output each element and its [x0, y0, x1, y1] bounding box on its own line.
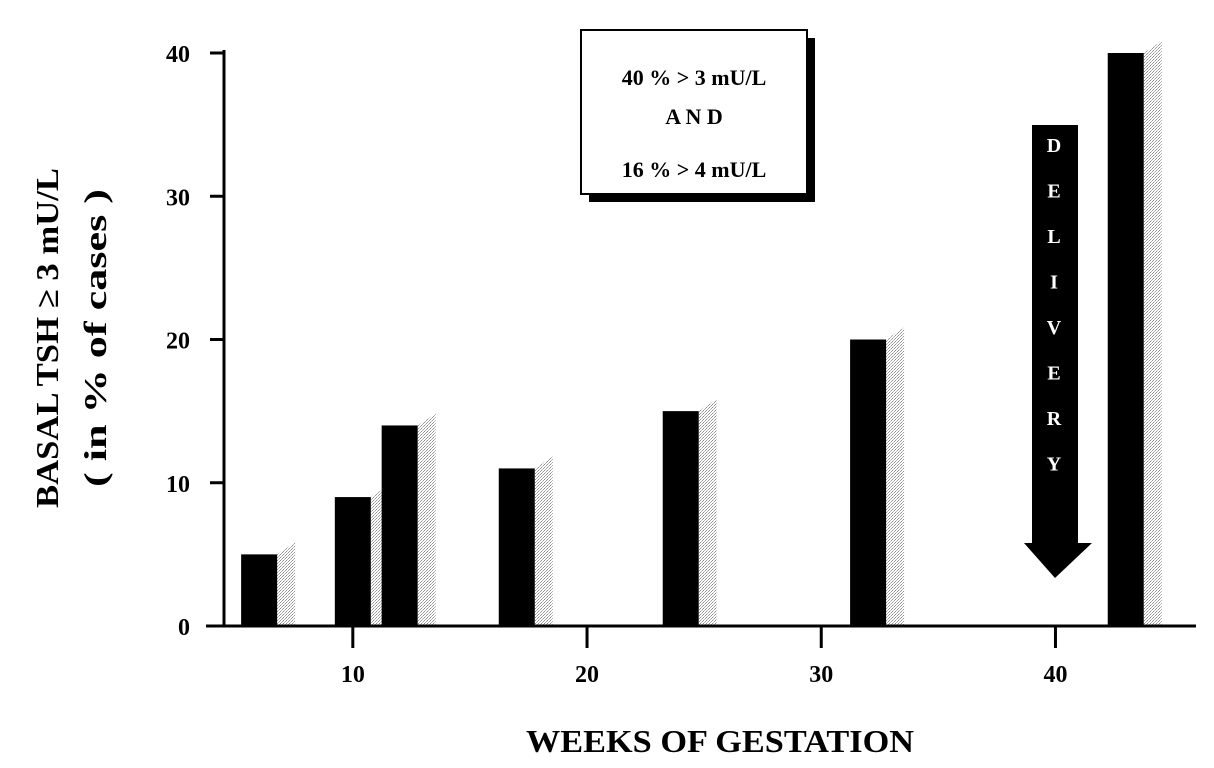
bar — [334, 497, 371, 626]
bar-group — [498, 456, 553, 626]
arrow-letter: V — [1047, 317, 1062, 339]
bar-shadow — [1143, 41, 1162, 626]
arrow-letter: E — [1047, 363, 1060, 385]
arrow-letter: I — [1050, 272, 1058, 294]
y-axis-title-line2: ( in % of cases ) — [77, 189, 113, 487]
bar — [381, 425, 418, 626]
annotation-line-1: 40 % > 3 mU/L — [622, 65, 767, 90]
bar-group — [662, 399, 717, 626]
annotation-line-2: A N D — [665, 104, 722, 129]
y-axis-title-line1: BASAL TSH ≥ 3 mU/L — [29, 168, 65, 508]
bar — [498, 468, 535, 626]
annotation-line-3: 16 % > 4 mU/L — [622, 157, 767, 182]
y-tick-label: 30 — [166, 185, 190, 211]
arrow-letter: L — [1047, 226, 1060, 248]
bar-shadow — [534, 456, 553, 626]
bar-group — [1107, 41, 1162, 626]
x-axis-title: WEEKS OF GESTATION — [526, 723, 914, 759]
bar-shadow — [277, 542, 296, 626]
y-tick-label: 0 — [178, 615, 190, 641]
arrow-letter: D — [1047, 135, 1061, 157]
bar — [662, 411, 699, 626]
x-tick-label: 40 — [1043, 662, 1067, 688]
bar — [850, 339, 887, 626]
arrow-letter: E — [1047, 181, 1060, 203]
x-tick-label: 30 — [809, 662, 833, 688]
x-ticks: 10 20 30 40 — [341, 626, 1067, 688]
arrow-letter: R — [1047, 408, 1062, 430]
bar-group — [334, 485, 389, 626]
bar-group — [381, 413, 436, 626]
y-ticks: 0 10 20 30 40 — [166, 42, 224, 641]
bar-shadow — [886, 327, 905, 626]
annotation-box: 40 % > 3 mU/L A N D 16 % > 4 mU/L — [580, 29, 815, 202]
arrow-letter: Y — [1047, 454, 1062, 476]
bar-shadow — [417, 413, 436, 626]
y-tick-label: 20 — [166, 329, 190, 355]
bars — [241, 41, 1162, 626]
delivery-arrow: D E L I V E R Y — [1024, 125, 1092, 578]
bar-group — [241, 542, 296, 626]
y-tick-label: 40 — [166, 42, 190, 68]
bar-group — [850, 327, 905, 626]
bar — [1107, 53, 1144, 626]
y-tick-label: 10 — [166, 472, 190, 498]
x-tick-label: 20 — [575, 662, 599, 688]
x-tick-label: 10 — [341, 662, 365, 688]
bar — [241, 554, 278, 626]
bar-shadow — [698, 399, 717, 626]
